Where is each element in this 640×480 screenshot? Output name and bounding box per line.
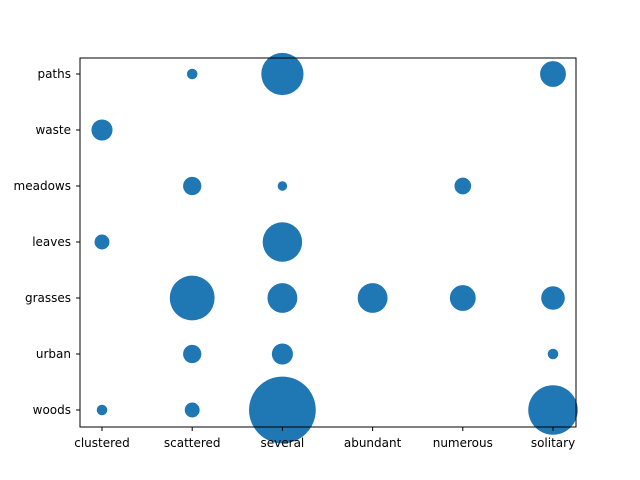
y-tick-label-leaves: leaves [32,235,71,249]
x-tick-label-scattered: scattered [164,436,221,450]
y-tick-label-paths: paths [37,67,71,81]
x-tick-label-solitary: solitary [531,436,575,450]
point-scattered-woods [184,402,200,418]
point-scattered-urban [183,344,202,364]
x-tick-label-clustered: clustered [74,436,130,450]
point-numerous-meadows [454,177,472,195]
x-tick-label-abundant: abundant [344,436,402,450]
point-several-paths [261,52,304,96]
point-scattered-grasses [169,275,215,321]
point-several-leaves [262,222,303,262]
plot-background [80,58,576,427]
y-tick-label-waste: waste [35,123,71,137]
y-axis: woods urban grasses leaves meadows waste paths [14,67,80,417]
point-scattered-meadows [183,176,202,196]
point-solitary-paths [540,61,566,87]
y-tick-label-meadows: meadows [14,179,71,193]
x-tick-label-several: several [261,436,305,450]
point-solitary-urban [547,348,559,360]
x-axis: clustered scattered several abundant numerou… [74,427,575,450]
point-clustered-leaves [94,234,110,250]
point-clustered-woods [96,404,108,416]
point-abundant-grasses [357,283,388,313]
point-solitary-woods [528,385,578,435]
point-scattered-paths [186,68,198,80]
y-tick-label-woods: woods [33,403,71,417]
point-numerous-grasses [449,285,476,311]
point-several-urban [271,343,293,365]
y-tick-label-urban: urban [36,347,71,361]
point-clustered-waste [91,119,113,141]
point-several-woods [249,376,316,444]
x-tick-label-numerous: numerous [433,436,493,450]
y-tick-label-grasses: grasses [25,291,71,305]
point-several-meadows [277,181,288,191]
point-several-grasses [267,283,298,313]
point-solitary-grasses [541,286,565,310]
